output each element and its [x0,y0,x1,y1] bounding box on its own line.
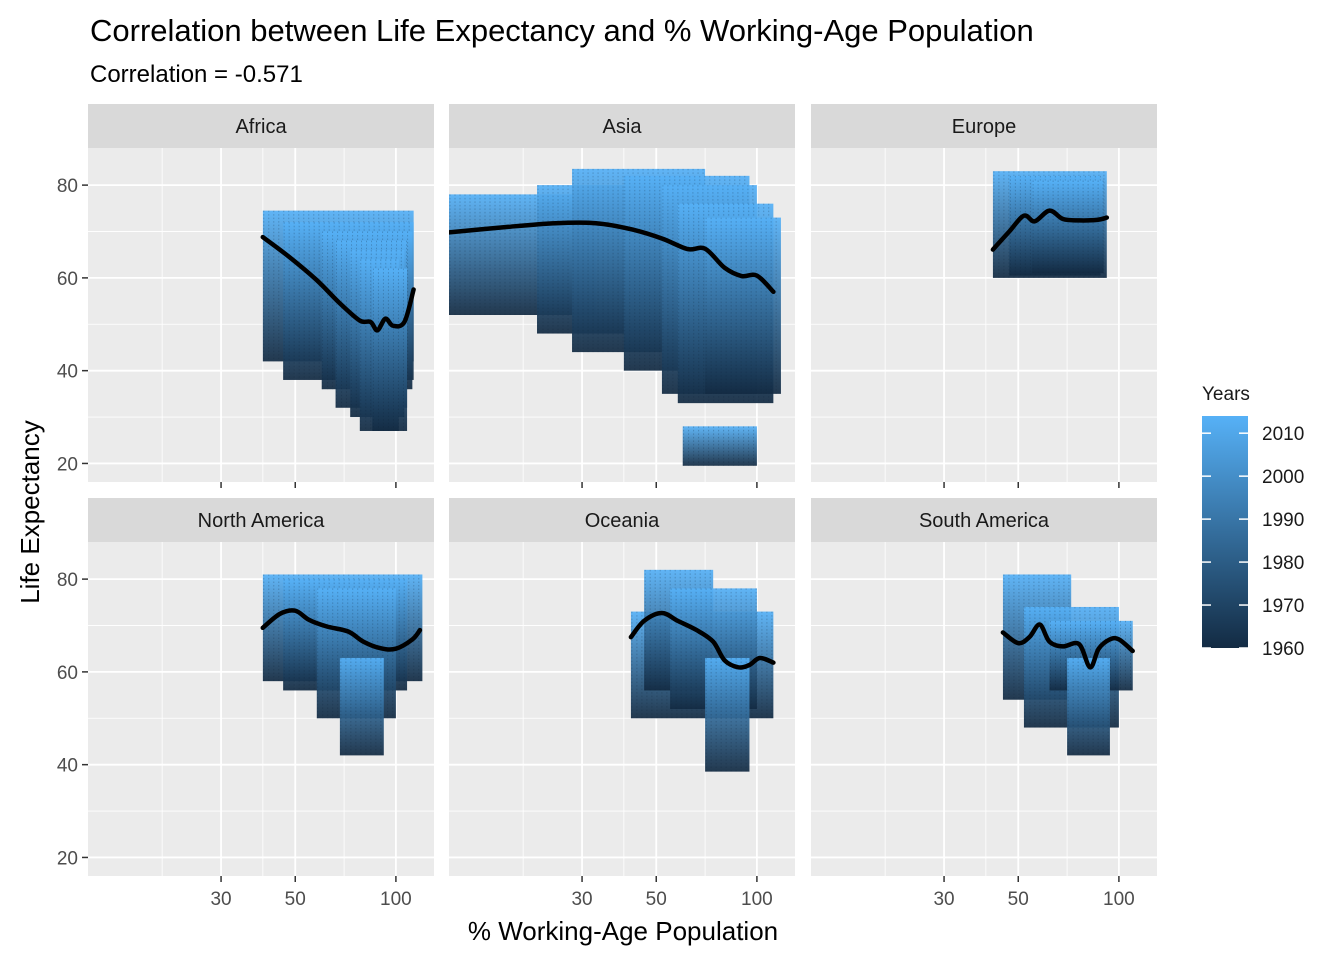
smooth-line [260,608,423,652]
facet-strip [811,498,1157,542]
x-tick-label: 50 [646,889,667,910]
facet-label: South America [919,510,1050,532]
panel-data [628,569,776,772]
point-cloud [1032,180,1104,274]
legend-title: Years [1202,384,1250,405]
smooth-line [1000,622,1135,670]
y-tick-label: 80 [57,570,78,591]
facet-label: Asia [603,116,643,138]
point-cloud [705,657,750,772]
color-legend: Years 1960 1970 1980 1990 2000 2010 [1202,384,1304,660]
x-tick-label: 30 [571,889,592,910]
legend-tick-label: 1980 [1262,553,1304,574]
x-tick-label: 30 [933,889,954,910]
y-tick-label: 20 [57,848,78,869]
x-tick-label: 50 [285,889,306,910]
legend-ticks: 1960 1970 1980 1990 2000 2010 [1202,424,1304,660]
legend-colorbar [1202,416,1248,648]
facet-africa: Africa 20 40 60 80 [57,104,434,488]
legend-tick-label: 1990 [1262,510,1304,531]
facet-strip [811,104,1157,148]
y-tick-label: 80 [57,176,78,197]
legend-tick-label: 1970 [1262,596,1304,617]
facet-label: North America [198,510,326,532]
x-tick-label: 100 [1103,889,1135,910]
y-tick-label: 60 [57,663,78,684]
legend-tick-label: 1960 [1262,639,1304,660]
chart-title: Correlation between Life Expectancy and … [90,13,1034,48]
facet-label: Africa [235,116,287,138]
point-cloud [682,426,757,466]
facet-panels: Africa 20 40 60 80 Asia Europe North America 20 4… [57,104,1157,910]
facet-strip [88,498,434,542]
facet-asia: Asia [449,104,795,488]
smooth-line [260,234,416,333]
facet-south-america: South America 30 50 100 [811,498,1157,910]
x-axis-title: % Working-Age Population [468,916,778,946]
legend-tick-label: 2010 [1262,424,1304,445]
y-tick-label: 60 [57,269,78,290]
facet-oceania: Oceania 30 50 100 [449,498,795,910]
legend-tick-label: 2000 [1262,467,1304,488]
y-tick-label: 40 [57,756,78,777]
point-cloud [1067,657,1110,756]
panel-data [260,574,423,756]
point-cloud [372,268,408,431]
facet-label: Europe [952,116,1017,138]
chart-subtitle: Correlation = -0.571 [90,61,303,88]
y-axis-title: Life Expectancy [15,420,45,604]
smooth-line [449,220,776,295]
point-cloud [339,657,384,756]
y-tick-label: 20 [57,454,78,475]
point-cloud [705,217,781,394]
facet-north-america: North America 20 40 60 80 30 50 100 [57,498,434,910]
smooth-line [990,208,1110,252]
smooth-line [628,610,776,670]
panel-data [449,168,781,466]
facet-label: Oceania [585,510,660,532]
facet-strip [449,498,795,542]
x-tick-label: 30 [210,889,231,910]
y-tick-label: 40 [57,362,78,383]
panel-data [990,171,1110,278]
facet-strip [449,104,795,148]
panel-data [1000,574,1135,756]
facet-europe: Europe [811,104,1157,488]
x-tick-label: 100 [380,889,412,910]
x-tick-label: 50 [1008,889,1029,910]
x-tick-label: 100 [741,889,773,910]
facet-strip [88,104,434,148]
panel-data [260,210,416,431]
